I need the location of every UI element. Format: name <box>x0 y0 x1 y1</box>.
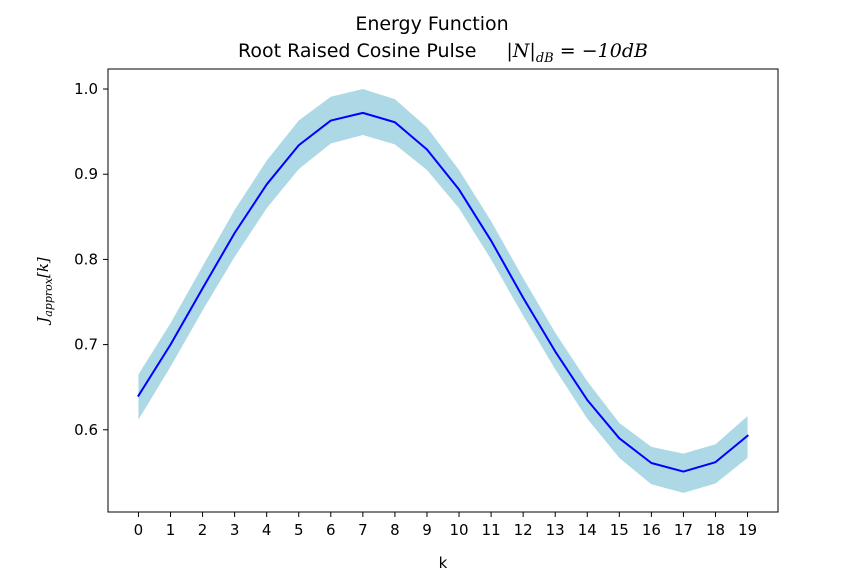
x-tick-label: 7 <box>358 521 368 539</box>
x-tick-label: 3 <box>230 521 240 539</box>
x-tick-label: 2 <box>198 521 208 539</box>
subtitle-text: Root Raised Cosine Pulse <box>238 40 476 62</box>
chart-title: Energy Function <box>355 13 508 35</box>
x-tick-label: 5 <box>294 521 304 539</box>
subtitle-math-suffix: = −10dB <box>554 40 648 62</box>
y-axis-label-main: J <box>34 316 52 326</box>
x-tick-label: 1 <box>166 521 176 539</box>
x-tick-label: 10 <box>449 521 468 539</box>
x-axis-ticks: 0 1 2 3 4 5 6 7 8 9 10 11 12 13 14 15 16 17 18 19 <box>134 512 757 539</box>
y-tick-label: 0.9 <box>74 165 98 183</box>
y-tick-label: 0.6 <box>74 421 98 439</box>
y-axis-label-suffix: [k] <box>34 257 52 278</box>
x-tick-label: 11 <box>482 521 501 539</box>
x-tick-label: 16 <box>642 521 661 539</box>
series-line-0 <box>137 111 749 473</box>
confidence-band <box>138 89 748 493</box>
y-axis-label-sub: approx <box>42 277 55 317</box>
y-tick-label: 0.7 <box>74 336 98 354</box>
confidence-band-layer <box>138 89 748 493</box>
plot-area-frame <box>107 68 779 513</box>
subtitle-math-sub: dB <box>536 51 554 66</box>
x-tick-label: 14 <box>578 521 597 539</box>
x-tick-label: 18 <box>706 521 725 539</box>
chart-subtitle: Root Raised Cosine Pulse |N|dB = −10dB <box>238 40 648 66</box>
x-tick-label: 0 <box>134 521 144 539</box>
y-tick-label: 0.8 <box>74 250 98 268</box>
y-axis-ticks: 0.6 0.7 0.8 0.9 1.0 <box>74 80 108 439</box>
x-tick-label: 13 <box>546 521 565 539</box>
x-tick-label: 17 <box>674 521 693 539</box>
series-line-layer <box>137 111 749 473</box>
x-tick-label: 9 <box>422 521 432 539</box>
x-tick-label: 4 <box>262 521 272 539</box>
x-tick-label: 15 <box>610 521 629 539</box>
x-tick-label: 6 <box>326 521 336 539</box>
x-tick-label: 8 <box>390 521 400 539</box>
x-tick-label: 12 <box>514 521 533 539</box>
x-tick-label: 19 <box>738 521 757 539</box>
y-axis-label: Japprox[k] <box>34 257 55 326</box>
y-tick-label: 1.0 <box>74 80 98 98</box>
x-axis-label: k <box>439 554 448 572</box>
subtitle-math-prefix: |N| <box>506 40 535 62</box>
